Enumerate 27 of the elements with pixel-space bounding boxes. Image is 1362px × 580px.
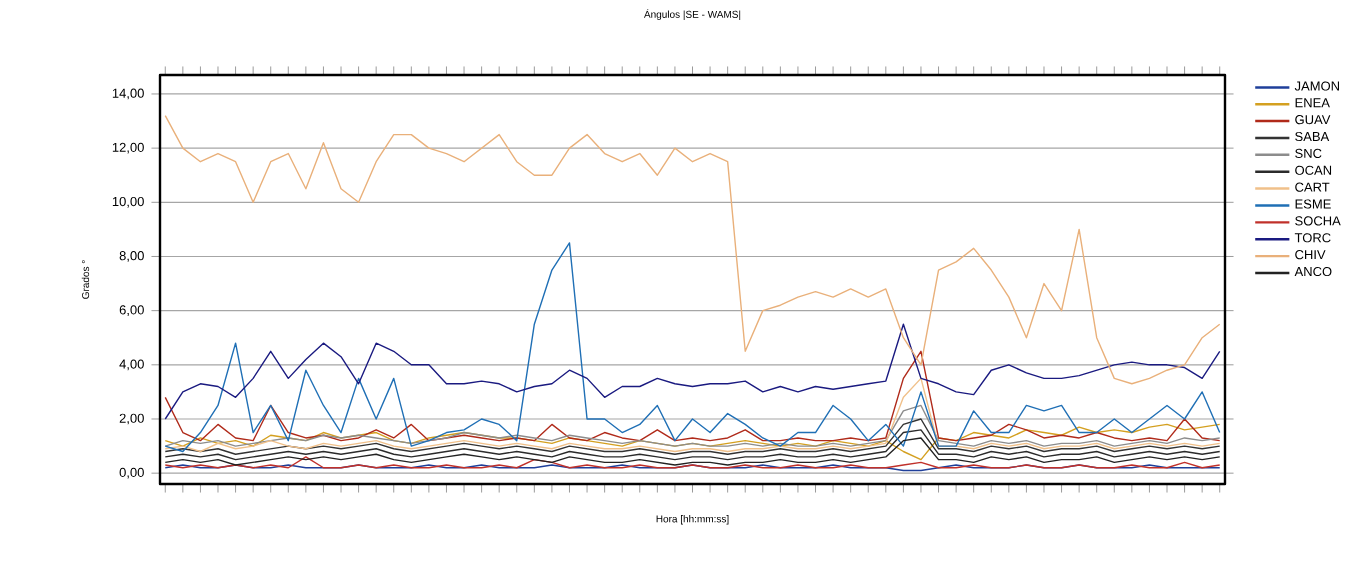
y-tick-label: 14,00	[112, 88, 144, 100]
legend-label: SNC	[1295, 148, 1322, 158]
legend-label: ANCO	[1294, 266, 1332, 277]
legend-label: CHIV	[1295, 250, 1326, 260]
line-series	[164, 350, 1221, 442]
legend-label: JAMON	[1294, 81, 1339, 91]
line-series	[164, 242, 1221, 453]
legend-label: TORC	[1294, 233, 1331, 243]
y-tick-label: 2,00	[119, 413, 144, 425]
legend-label: ESME	[1295, 199, 1331, 209]
y-tick-label: 4,00	[119, 359, 144, 371]
y-tick-label: 6,00	[119, 305, 144, 317]
legend-label: ENEA	[1295, 98, 1330, 108]
line-series	[164, 429, 1221, 461]
legend-label: SOCHA	[1295, 216, 1341, 226]
x-axis-title: Hora [hh:mm:ss]	[656, 515, 729, 525]
y-tick-label: 10,00	[112, 196, 144, 208]
y-tick-label: 8,00	[119, 251, 144, 262]
y-tick-label: 12,00	[112, 142, 144, 154]
line-series	[164, 456, 1221, 469]
legend-label: CART	[1295, 182, 1330, 192]
y-tick-label: 0,00	[119, 467, 144, 479]
legend-label: SABA	[1295, 131, 1330, 142]
y-axis-title: Grados °	[81, 260, 90, 299]
legend-label: GUAV	[1295, 115, 1331, 125]
chart-title: Ángulos |SE - WAMS|	[644, 9, 741, 20]
legend-label: OCAN	[1295, 165, 1332, 175]
